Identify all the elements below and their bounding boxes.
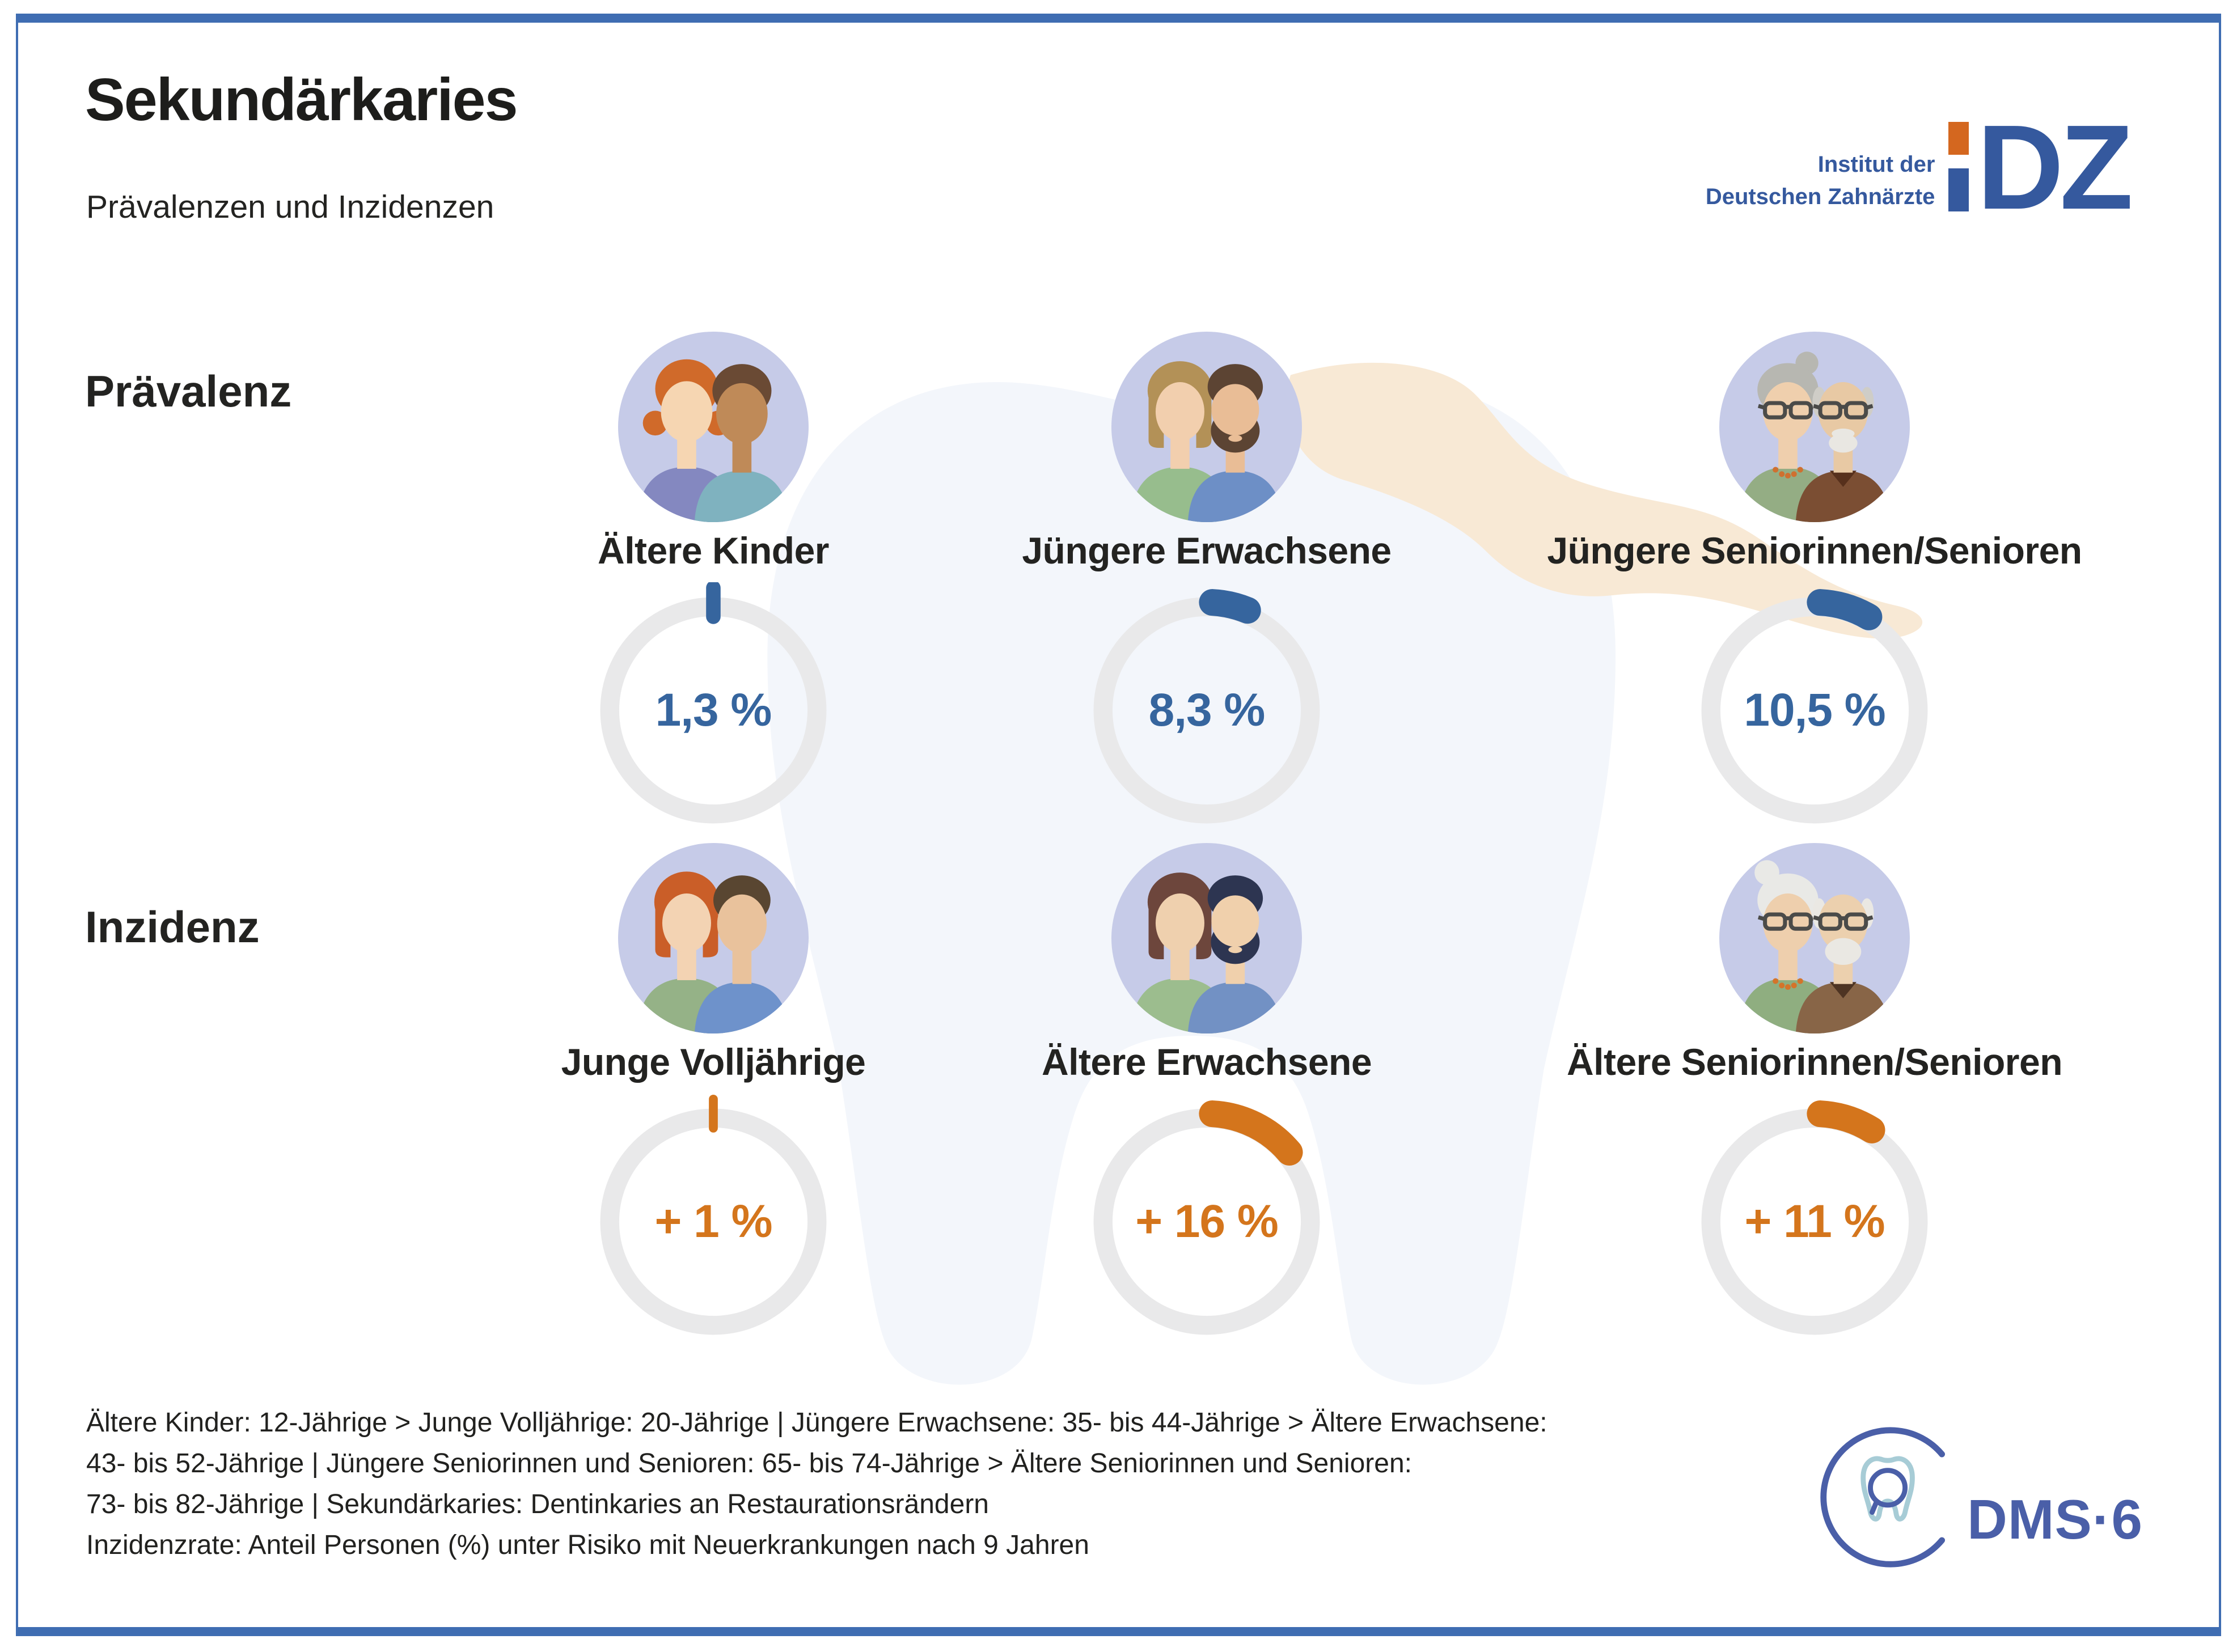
footnote-line: 73- bis 82-Jährige | Sekundärkaries: Den… [86,1489,989,1519]
dms6-tooth-magnifier-icon [1820,1427,1946,1568]
footnote-line: Ältere Kinder: 12-Jährige > Junge Volljä… [86,1408,1547,1438]
donut-value: 10,5 % [1744,684,1885,736]
donut-value: + 1 % [654,1196,773,1247]
group-juengere-seniorinnen-senioren: Jüngere Seniorinnen/Senioren 10,5 % [1486,332,2143,838]
donut-ring-chart [600,582,827,824]
donut-praevalenz-juengere-seniorinnen: 10,5 % [1686,582,1943,838]
idz-mark-letters: DZ [1977,100,2133,235]
group-label: Jüngere Seniorinnen/Senioren [1547,530,2082,571]
group-label: Ältere Kinder [598,530,829,571]
donut-inzidenz-junge-volljaehrige: + 1 % [585,1094,841,1350]
dms6-logo-text: DMS·6 [1967,1488,2143,1551]
group-label: Ältere Seniorinnen/Senioren [1566,1041,2063,1083]
donut-value: 8,3 % [1148,684,1266,736]
donut-value: + 16 % [1135,1196,1279,1247]
page-subtitle: Prävalenzen und Inzidenzen [86,189,494,225]
peach-swoosh [1286,362,1923,639]
idz-mark-i-blue-block [1948,168,1969,211]
donut-ring-chart [600,1094,827,1335]
donut-ring-chart [1085,588,1329,832]
idz-logo: Institut der Deutschen Zahnärzte DZ [1706,84,2133,235]
page-title: Sekundärkaries [85,66,518,133]
footnote-line: Inzidenzrate: Anteil Personen (%) unter … [86,1530,1089,1560]
idz-logo-mark: DZ [1948,84,2133,235]
group-label: Junge Volljährige [561,1041,866,1083]
donut-ring-chart [1693,588,1936,832]
footnote-line: 43- bis 52-Jährige | Jüngere Seniorinnen… [86,1448,1412,1479]
idz-logo-text-line2: Deutschen Zahnärzte [1705,184,1935,209]
group-aeltere-kinder: Ältere Kinder 1,3 % [384,332,1042,838]
group-label: Jüngere Erwachsene [1022,530,1392,571]
donut-value: + 11 % [1744,1196,1885,1247]
donut-inzidenz-aeltere-erwachsene: + 16 % [1079,1094,1335,1350]
donut-value: 1,3 % [655,684,772,736]
avatar-aeltere-seniorinnen-senioren-icon [1719,843,1910,1033]
avatar-juengere-seniorinnen-senioren-icon [1719,332,1910,522]
avatar-juengere-erwachsene-icon [1111,332,1302,522]
group-label: Ältere Erwachsene [1041,1041,1372,1083]
donut-praevalenz-aeltere-kinder: 1,3 % [585,582,841,838]
donut-inzidenz-aeltere-seniorinnen: + 11 % [1686,1094,1943,1350]
row-label-praevalenz: Prävalenz [85,366,292,416]
infographic-card [16,14,2221,1636]
idz-mark-i-orange-block [1948,121,1969,155]
avatar-junge-volljaehrige-icon [618,843,809,1033]
donut-ring-chart [1693,1100,1936,1344]
dms6-logo: DMS·6 [1815,1422,2143,1573]
group-aeltere-seniorinnen-senioren: Ältere Seniorinnen/Senioren + 11 % [1486,843,2143,1350]
idz-logo-text-line1: Institut der [1817,152,1935,177]
group-aeltere-erwachsene: Ältere Erwachsene + 16 % [878,843,1536,1350]
group-juengere-erwachsene: Jüngere Erwachsene 8,3 % [878,332,1536,838]
footnote: Ältere Kinder: 12-Jährige > Junge Volljä… [86,1403,1547,1566]
idz-mark-i-column [1948,121,1969,213]
group-junge-volljaehrige: Junge Volljährige + 1 % [384,843,1042,1350]
row-label-inzidenz: Inzidenz [85,902,260,952]
donut-praevalenz-juengere-erwachsene: 8,3 % [1079,582,1335,838]
idz-logo-text: Institut der Deutschen Zahnärzte [1706,149,1935,213]
avatar-aeltere-kinder-icon [618,332,809,522]
avatar-aeltere-erwachsene-icon [1111,843,1302,1033]
donut-ring-chart [1085,1100,1329,1344]
